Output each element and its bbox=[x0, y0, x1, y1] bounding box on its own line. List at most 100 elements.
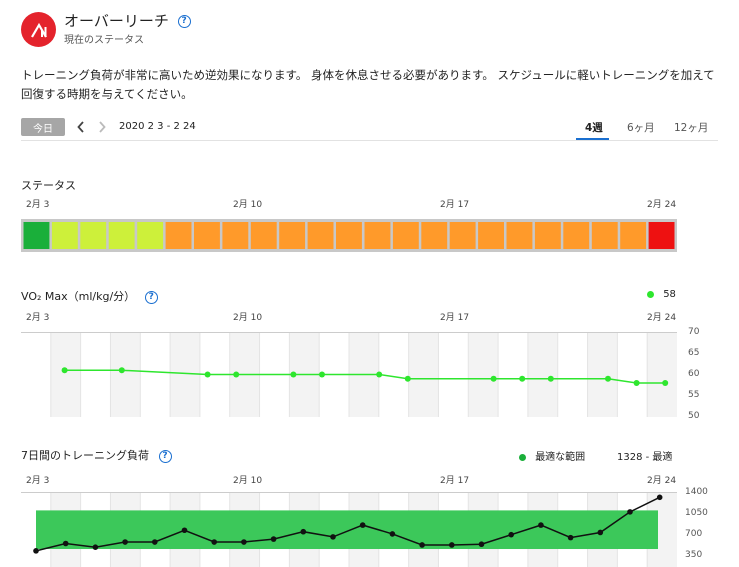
status-day-cell bbox=[336, 222, 362, 249]
date-range: 2020 2 3 - 2 24 bbox=[119, 121, 196, 132]
vo2max-title: VO₂ Max（ml/kg/分） ? bbox=[21, 288, 158, 304]
vo2max-point bbox=[319, 371, 325, 378]
training-load-title: 7日間のトレーニング負荷 ? bbox=[21, 447, 172, 463]
vo2max-legend: 58 bbox=[647, 289, 676, 300]
vo2max-current-value: 58 bbox=[663, 289, 676, 300]
load-date-tick: 2月 24 bbox=[647, 476, 677, 486]
vo2max-chart bbox=[21, 332, 677, 417]
status-day-cell bbox=[165, 222, 192, 249]
training-load-chart bbox=[21, 492, 677, 567]
vo2max-point bbox=[376, 371, 383, 378]
status-day-cell bbox=[563, 222, 590, 249]
training-load-point bbox=[389, 531, 396, 537]
day-band bbox=[408, 332, 439, 417]
legend-dot-icon bbox=[519, 453, 526, 461]
training-load-point bbox=[330, 534, 336, 540]
load-date-tick: 2月 3 bbox=[26, 476, 50, 486]
status-section-title: ステータス bbox=[21, 179, 76, 192]
status-day-cell bbox=[51, 222, 78, 249]
load-date-tick: 2月 17 bbox=[440, 476, 470, 486]
status-day-cell bbox=[648, 222, 675, 249]
today-button[interactable]: 今日 bbox=[21, 118, 65, 136]
vo2-y-tick: 50 bbox=[688, 411, 700, 421]
vo2max-point bbox=[204, 371, 211, 378]
training-load-point bbox=[181, 527, 188, 534]
page-title: オーバーリーチ ? bbox=[64, 10, 191, 31]
training-load-point bbox=[627, 509, 633, 515]
load-y-tick: 700 bbox=[685, 529, 703, 539]
status-day-cell bbox=[478, 222, 504, 249]
status-day-cell bbox=[80, 222, 107, 249]
status-day-cell bbox=[307, 222, 334, 249]
training-load-point bbox=[538, 522, 544, 528]
training-load-point bbox=[567, 534, 574, 541]
training-load-point bbox=[419, 542, 425, 548]
status-day-cell bbox=[222, 222, 249, 249]
day-band bbox=[110, 332, 141, 417]
vo2max-point bbox=[118, 367, 125, 374]
training-load-point bbox=[656, 494, 663, 501]
status-date-tick: 2月 10 bbox=[233, 200, 263, 210]
status-day-cell bbox=[137, 222, 164, 249]
status-strip bbox=[21, 219, 677, 252]
load-date-tick: 2月 10 bbox=[233, 476, 263, 486]
vo2-date-tick: 2月 3 bbox=[26, 313, 50, 323]
status-day-cell bbox=[421, 222, 448, 249]
vo2max-point bbox=[61, 367, 68, 374]
status-day-cell bbox=[279, 222, 306, 249]
help-icon[interactable]: ? bbox=[158, 449, 172, 463]
optimal-range-legend: 最適な範囲 bbox=[519, 448, 585, 463]
load-y-tick: 1400 bbox=[685, 487, 708, 497]
status-date-tick: 2月 17 bbox=[440, 200, 470, 210]
training-load-point bbox=[33, 548, 39, 554]
training-load-point bbox=[359, 522, 366, 528]
status-day-cell bbox=[194, 222, 220, 249]
status-day-cell bbox=[250, 222, 277, 249]
status-day-cell bbox=[591, 222, 618, 249]
status-day-cell bbox=[534, 222, 561, 249]
vo2max-point bbox=[490, 375, 497, 382]
status-date-tick: 2月 24 bbox=[647, 200, 677, 210]
help-icon[interactable]: ? bbox=[144, 290, 158, 304]
load-y-tick: 1050 bbox=[685, 508, 708, 518]
load-y-tick: 350 bbox=[685, 550, 703, 560]
active-tab-indicator bbox=[576, 138, 609, 140]
status-day-cell bbox=[364, 222, 391, 249]
divider bbox=[21, 140, 718, 141]
status-date-tick: 2月 3 bbox=[26, 200, 50, 210]
training-load-point bbox=[152, 539, 158, 545]
vo2max-point bbox=[605, 375, 611, 382]
vo2-y-tick: 65 bbox=[688, 348, 700, 358]
status-day-cell bbox=[449, 222, 476, 249]
status-day-cell bbox=[620, 222, 647, 249]
training-load-point bbox=[597, 529, 604, 536]
vo2max-point bbox=[404, 375, 411, 382]
training-load-point bbox=[241, 539, 247, 545]
vo2-y-tick: 60 bbox=[688, 369, 700, 379]
tab-12-months[interactable]: 12ヶ月 bbox=[674, 122, 709, 134]
tab-4-weeks[interactable]: 4週 bbox=[585, 122, 603, 134]
status-day-cell bbox=[108, 222, 135, 249]
training-load-point bbox=[92, 544, 99, 550]
help-icon[interactable]: ? bbox=[177, 15, 191, 28]
training-load-point bbox=[211, 539, 217, 545]
day-band bbox=[587, 332, 618, 417]
legend-dot-icon bbox=[647, 290, 654, 298]
vo2max-line bbox=[64, 369, 666, 384]
day-band bbox=[468, 332, 499, 417]
vo2-y-tick: 70 bbox=[688, 327, 700, 337]
tab-6-months[interactable]: 6ヶ月 bbox=[627, 122, 655, 134]
training-load-point bbox=[300, 528, 307, 535]
chevron-right-icon[interactable] bbox=[95, 118, 109, 136]
training-load-line bbox=[35, 496, 661, 552]
vo2-y-tick: 55 bbox=[688, 390, 700, 400]
training-load-point bbox=[449, 542, 455, 548]
training-load-point bbox=[122, 539, 128, 545]
page-subtitle: 現在のステータス bbox=[64, 35, 144, 46]
optimal-range-band bbox=[36, 510, 658, 550]
vo2max-point bbox=[662, 380, 669, 386]
chevron-left-icon[interactable] bbox=[74, 118, 88, 136]
vo2-date-tick: 2月 10 bbox=[233, 313, 263, 323]
vo2max-point bbox=[290, 371, 297, 378]
training-load-value: 1328 - 最適 bbox=[617, 452, 673, 463]
